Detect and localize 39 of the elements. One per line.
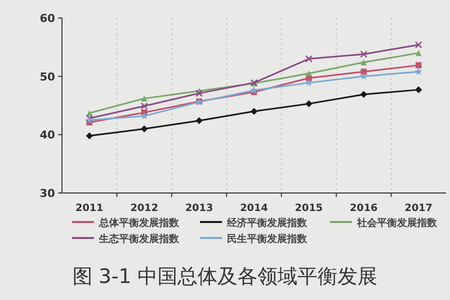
x-tick-label: 2013	[185, 203, 214, 214]
legend-label: 民生平衡发展指数	[227, 233, 308, 245]
legend-label: 总体平衡发展指数	[98, 217, 180, 229]
x-tick-label: 2016	[350, 203, 378, 214]
point	[360, 72, 368, 80]
point	[306, 70, 312, 76]
x-tick-label: 2015	[294, 203, 323, 214]
point	[415, 86, 422, 94]
x-tick-label: 2014	[240, 203, 268, 214]
point	[360, 90, 368, 98]
point	[250, 86, 258, 94]
x-tick-label: 2017	[404, 203, 433, 214]
point	[416, 62, 422, 68]
legend-label: 经济平衡发展指数	[226, 217, 308, 229]
point	[414, 68, 422, 75]
x-tick-label: 2011	[76, 203, 104, 214]
point	[140, 125, 148, 132]
legend-label: 生态平衡发展指数	[98, 233, 180, 245]
point	[360, 59, 367, 66]
point	[416, 50, 422, 56]
point	[140, 102, 148, 110]
point	[360, 50, 368, 58]
point	[360, 68, 367, 75]
y-tick-label: 40	[40, 128, 56, 142]
y-tick-label: 50	[40, 70, 56, 84]
legend-label: 社会平衡发展指数	[356, 217, 438, 229]
x-tick-label: 2012	[130, 203, 158, 214]
point	[141, 96, 148, 102]
point	[305, 100, 312, 108]
point	[305, 78, 313, 86]
point	[196, 117, 203, 124]
point	[250, 108, 258, 115]
point	[414, 41, 422, 48]
y-tick-label: 30	[40, 187, 56, 200]
text: 图 3-1 中国总体及各领域平衡发展	[72, 264, 378, 288]
point	[86, 132, 93, 140]
point	[195, 90, 203, 97]
y-tick-label: 60	[40, 12, 56, 25]
point	[305, 55, 313, 62]
